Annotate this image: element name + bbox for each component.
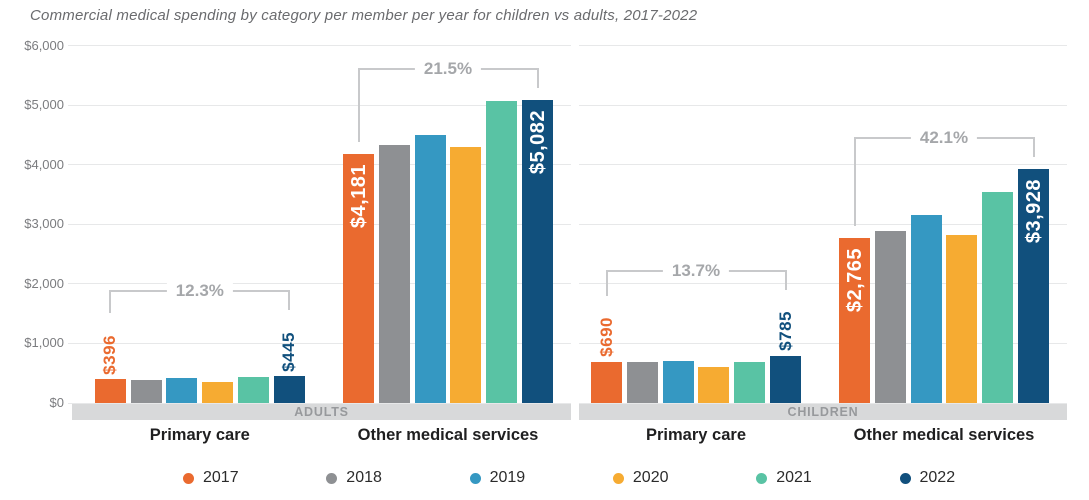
legend-item-2019: 2019 [469,469,526,487]
bar-value-label: $445 [279,331,299,372]
bar-2022 [273,376,305,403]
legend-item-2022: 2022 [899,469,956,487]
group-label: Primary care [646,426,746,444]
legend-label: 2017 [203,469,239,486]
pct-change-label: 42.1% [910,127,978,148]
bar-value-label: $4,181 [347,163,370,229]
gridline [68,45,571,46]
legend-label: 2020 [632,469,669,486]
gridline [579,104,1067,106]
bar-2021 [982,192,1014,403]
bar-value-label: $396 [100,334,120,375]
legend-swatch [612,472,624,484]
bar-2018 [626,362,658,403]
bracket-line [109,290,112,314]
legend-item-2017: 2017 [183,469,239,487]
gridline [579,223,1067,225]
gridline [579,283,1067,285]
gridline [68,104,571,106]
bar-value-label: $690 [596,317,616,357]
y-axis-label: $2,000 [24,275,64,291]
y-axis-label: $0 [49,395,64,410]
gridline [579,402,1067,404]
group-label: Primary care [149,426,250,444]
bar-value-label: $785 [775,311,795,352]
legend-swatch [756,472,768,484]
group-label: Other medical services [357,426,539,444]
bar-2018 [130,379,162,403]
bar-2017 [94,379,126,403]
bar-2020 [202,382,234,403]
legend-item-2021: 2021 [756,469,812,487]
y-axis-label: $3,000 [24,216,64,232]
gridline [68,342,571,344]
bar-2017 [591,361,622,403]
bar-2019 [910,215,942,403]
gridline [579,45,1067,46]
legend-label: 2021 [776,469,812,486]
legend-label: 2018 [346,469,382,486]
bracket-line [288,290,291,311]
bar-2019 [414,134,446,403]
gridline [68,164,571,166]
gridline [579,342,1067,344]
legend-swatch [326,472,338,484]
bracket-line [1032,136,1035,157]
y-axis-label: $6,000 [24,37,64,53]
bar-2018 [874,231,906,403]
bar-2021 [486,100,518,403]
bracket-line [536,68,539,89]
bar-value-label: $2,765 [843,248,866,313]
bar-2019 [166,378,198,403]
y-axis-label: $4,000 [24,156,64,172]
bar-2019 [662,360,694,403]
bar-2022 [1018,168,1049,403]
legend-label: 2022 [919,469,956,486]
legend-item-2018: 2018 [326,469,382,487]
pct-change-label: 12.3% [166,281,233,302]
pct-change-label: 13.7% [662,261,730,282]
bar-value-label: $5,082 [526,110,549,175]
bar-value-label: $3,928 [1022,178,1045,244]
legend-swatch [899,472,911,484]
gridline [579,164,1067,166]
gridline [68,223,571,225]
bar-2020 [946,234,978,403]
panel-band: ADULTS [72,404,571,420]
bar-2017 [839,238,870,403]
bracket-line [853,136,856,227]
bar-2020 [698,367,730,403]
y-axis-label: $5,000 [24,97,64,113]
bar-2020 [450,147,482,403]
group-label: Other medical services [853,426,1035,444]
gridline [68,402,571,404]
bar-2017 [343,153,374,403]
bar-2021 [238,377,269,403]
chart-title: Commercial medical spending by category … [30,7,698,24]
bar-2018 [378,145,410,403]
gridline [68,283,571,285]
bar-2022 [522,100,553,403]
legend-item-2020: 2020 [612,469,669,487]
bracket-line [784,270,787,291]
y-axis-label: $1,000 [24,335,64,351]
legend-swatch [183,472,194,484]
bracket-line [605,270,608,296]
bar-2021 [734,362,766,403]
panel-band: CHILDREN [579,404,1067,420]
legend-swatch [469,472,481,484]
pct-change-label: 21.5% [414,59,482,80]
legend-label: 2019 [489,469,526,486]
bracket-line [357,68,360,142]
bar-2022 [770,356,801,403]
